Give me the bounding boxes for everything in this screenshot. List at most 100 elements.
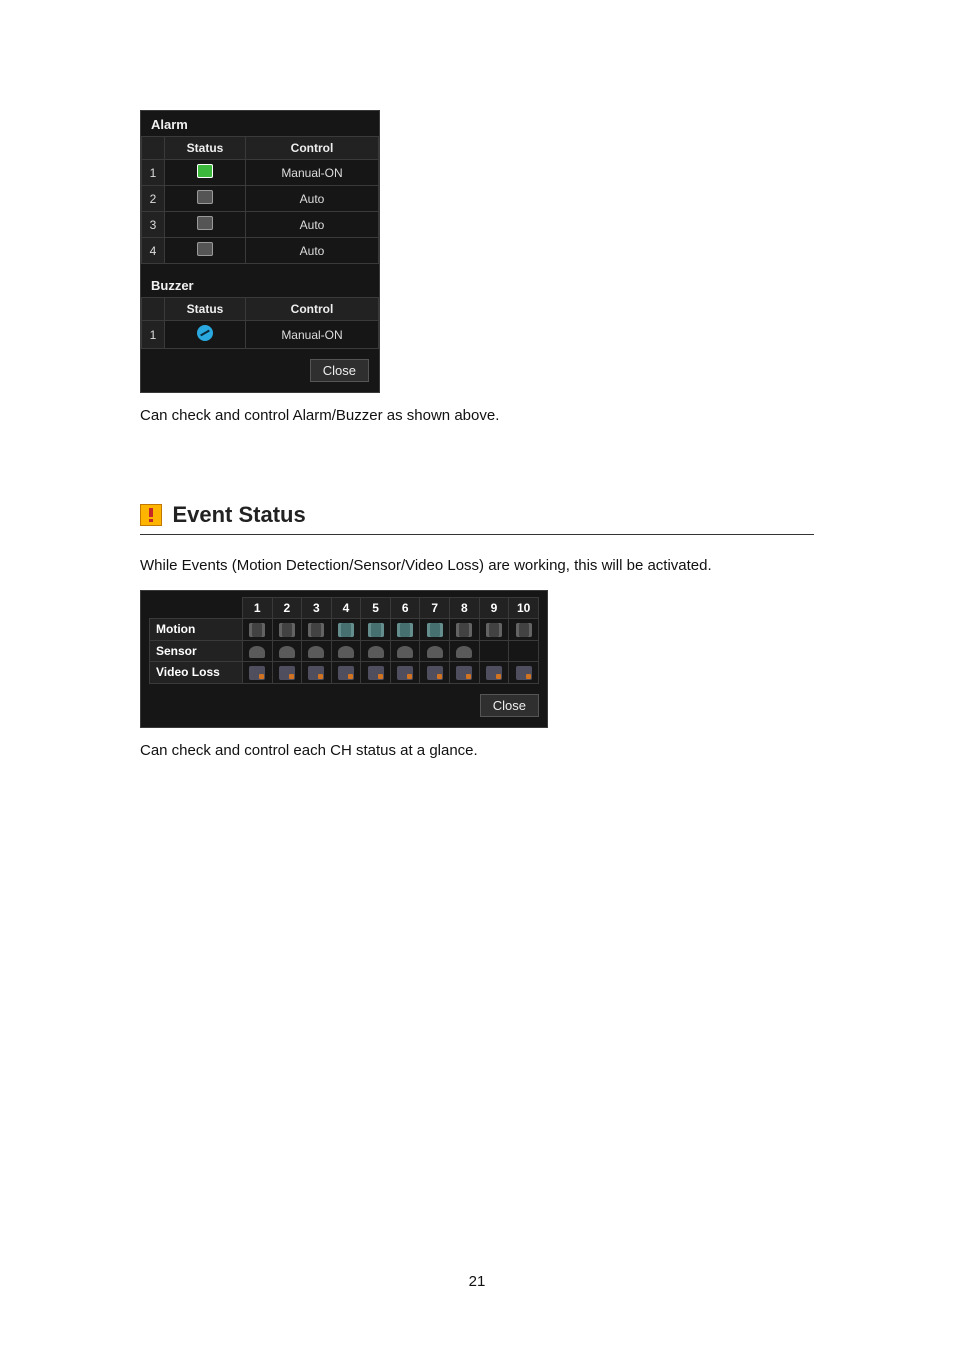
buzzer-col-control: Control <box>246 298 379 321</box>
sensor-icon <box>456 646 472 658</box>
motion-cell[interactable] <box>420 619 450 641</box>
alarm-col-status: Status <box>165 137 246 160</box>
heading-rule <box>140 534 814 535</box>
sensor-cell[interactable] <box>272 640 302 661</box>
vloss-cell[interactable] <box>361 661 391 683</box>
videoloss-icon <box>456 666 472 680</box>
status-icon <box>197 164 213 178</box>
exclamation-icon <box>140 504 162 526</box>
event-intro: While Events (Motion Detection/Sensor/Vi… <box>140 557 814 574</box>
vloss-cell[interactable] <box>479 661 509 683</box>
motion-cell[interactable] <box>450 619 480 641</box>
motion-icon <box>397 623 413 637</box>
sensor-icon <box>308 646 324 658</box>
motion-icon <box>279 623 295 637</box>
alarm-control-cell[interactable]: Manual-ON <box>246 160 379 186</box>
ch-header: 9 <box>479 598 509 619</box>
page-number: 21 <box>0 1273 954 1290</box>
vloss-cell[interactable] <box>450 661 480 683</box>
sensor-icon <box>397 646 413 658</box>
buzzer-col-status: Status <box>165 298 246 321</box>
alarm-status-cell[interactable] <box>165 186 246 212</box>
motion-cell[interactable] <box>390 619 420 641</box>
videoloss-icon <box>249 666 265 680</box>
buzzer-control-cell[interactable]: Manual-ON <box>246 321 379 349</box>
vloss-cell[interactable] <box>420 661 450 683</box>
alarm-row: 3 Auto <box>142 212 379 238</box>
status-icon <box>197 216 213 230</box>
alarm-status-cell[interactable] <box>165 238 246 264</box>
event-status-panel: 1 2 3 4 5 6 7 8 9 10 Motion <box>140 590 548 728</box>
alarm-row: 1 Manual-ON <box>142 160 379 186</box>
sensor-cell-empty <box>509 640 539 661</box>
close-button[interactable]: Close <box>480 694 539 717</box>
alarm-title: Alarm <box>141 111 379 136</box>
sensor-cell[interactable] <box>390 640 420 661</box>
vloss-cell[interactable] <box>331 661 361 683</box>
sensor-cell[interactable] <box>361 640 391 661</box>
sensor-icon <box>368 646 384 658</box>
alarm-status-cell[interactable] <box>165 212 246 238</box>
videoloss-icon <box>427 666 443 680</box>
ch-header: 7 <box>420 598 450 619</box>
alarm-control-cell[interactable]: Auto <box>246 186 379 212</box>
sensor-cell[interactable] <box>420 640 450 661</box>
motion-icon <box>516 623 532 637</box>
ch-header: 3 <box>302 598 332 619</box>
close-button[interactable]: Close <box>310 359 369 382</box>
motion-cell[interactable] <box>479 619 509 641</box>
alarm-col-control: Control <box>246 137 379 160</box>
sensor-cell[interactable] <box>242 640 272 661</box>
sensor-cell-empty <box>479 640 509 661</box>
motion-icon <box>486 623 502 637</box>
sensor-icon <box>279 646 295 658</box>
ch-header: 5 <box>361 598 391 619</box>
videoloss-icon <box>516 666 532 680</box>
alarm-control-cell[interactable]: Auto <box>246 238 379 264</box>
sensor-icon <box>427 646 443 658</box>
motion-cell[interactable] <box>509 619 539 641</box>
ch-header: 4 <box>331 598 361 619</box>
vloss-cell[interactable] <box>242 661 272 683</box>
motion-label: Motion <box>150 619 243 641</box>
event-row-sensor: Sensor <box>150 640 539 661</box>
videoloss-icon <box>308 666 324 680</box>
motion-cell[interactable] <box>272 619 302 641</box>
videoloss-icon <box>338 666 354 680</box>
motion-icon <box>427 623 443 637</box>
videoloss-icon <box>486 666 502 680</box>
ch-header: 10 <box>509 598 539 619</box>
event-row-motion: Motion <box>150 619 539 641</box>
buzzer-row-num: 1 <box>142 321 165 349</box>
motion-icon <box>249 623 265 637</box>
event-row-videoloss: Video Loss <box>150 661 539 683</box>
motion-cell[interactable] <box>302 619 332 641</box>
alarm-col-num <box>142 137 165 160</box>
alarm-control-cell[interactable]: Auto <box>246 212 379 238</box>
motion-cell[interactable] <box>331 619 361 641</box>
alarm-buzzer-panel: Alarm Status Control 1 Manual-ON 2 A <box>140 110 380 393</box>
alarm-row-num: 3 <box>142 212 165 238</box>
sensor-cell[interactable] <box>450 640 480 661</box>
alarm-row: 4 Auto <box>142 238 379 264</box>
motion-icon <box>368 623 384 637</box>
sensor-cell[interactable] <box>331 640 361 661</box>
event-table: 1 2 3 4 5 6 7 8 9 10 Motion <box>149 597 539 684</box>
sensor-cell[interactable] <box>302 640 332 661</box>
buzzer-status-cell[interactable] <box>165 321 246 349</box>
alarm-row-num: 1 <box>142 160 165 186</box>
vloss-cell[interactable] <box>509 661 539 683</box>
motion-icon <box>338 623 354 637</box>
videoloss-icon <box>279 666 295 680</box>
alarm-row-num: 2 <box>142 186 165 212</box>
event-caption: Can check and control each CH status at … <box>140 742 814 759</box>
motion-cell[interactable] <box>361 619 391 641</box>
alarm-status-cell[interactable] <box>165 160 246 186</box>
vloss-cell[interactable] <box>390 661 420 683</box>
sensor-label: Sensor <box>150 640 243 661</box>
vloss-cell[interactable] <box>302 661 332 683</box>
motion-cell[interactable] <box>242 619 272 641</box>
videoloss-icon <box>368 666 384 680</box>
vloss-cell[interactable] <box>272 661 302 683</box>
alarm-caption: Can check and control Alarm/Buzzer as sh… <box>140 407 814 424</box>
